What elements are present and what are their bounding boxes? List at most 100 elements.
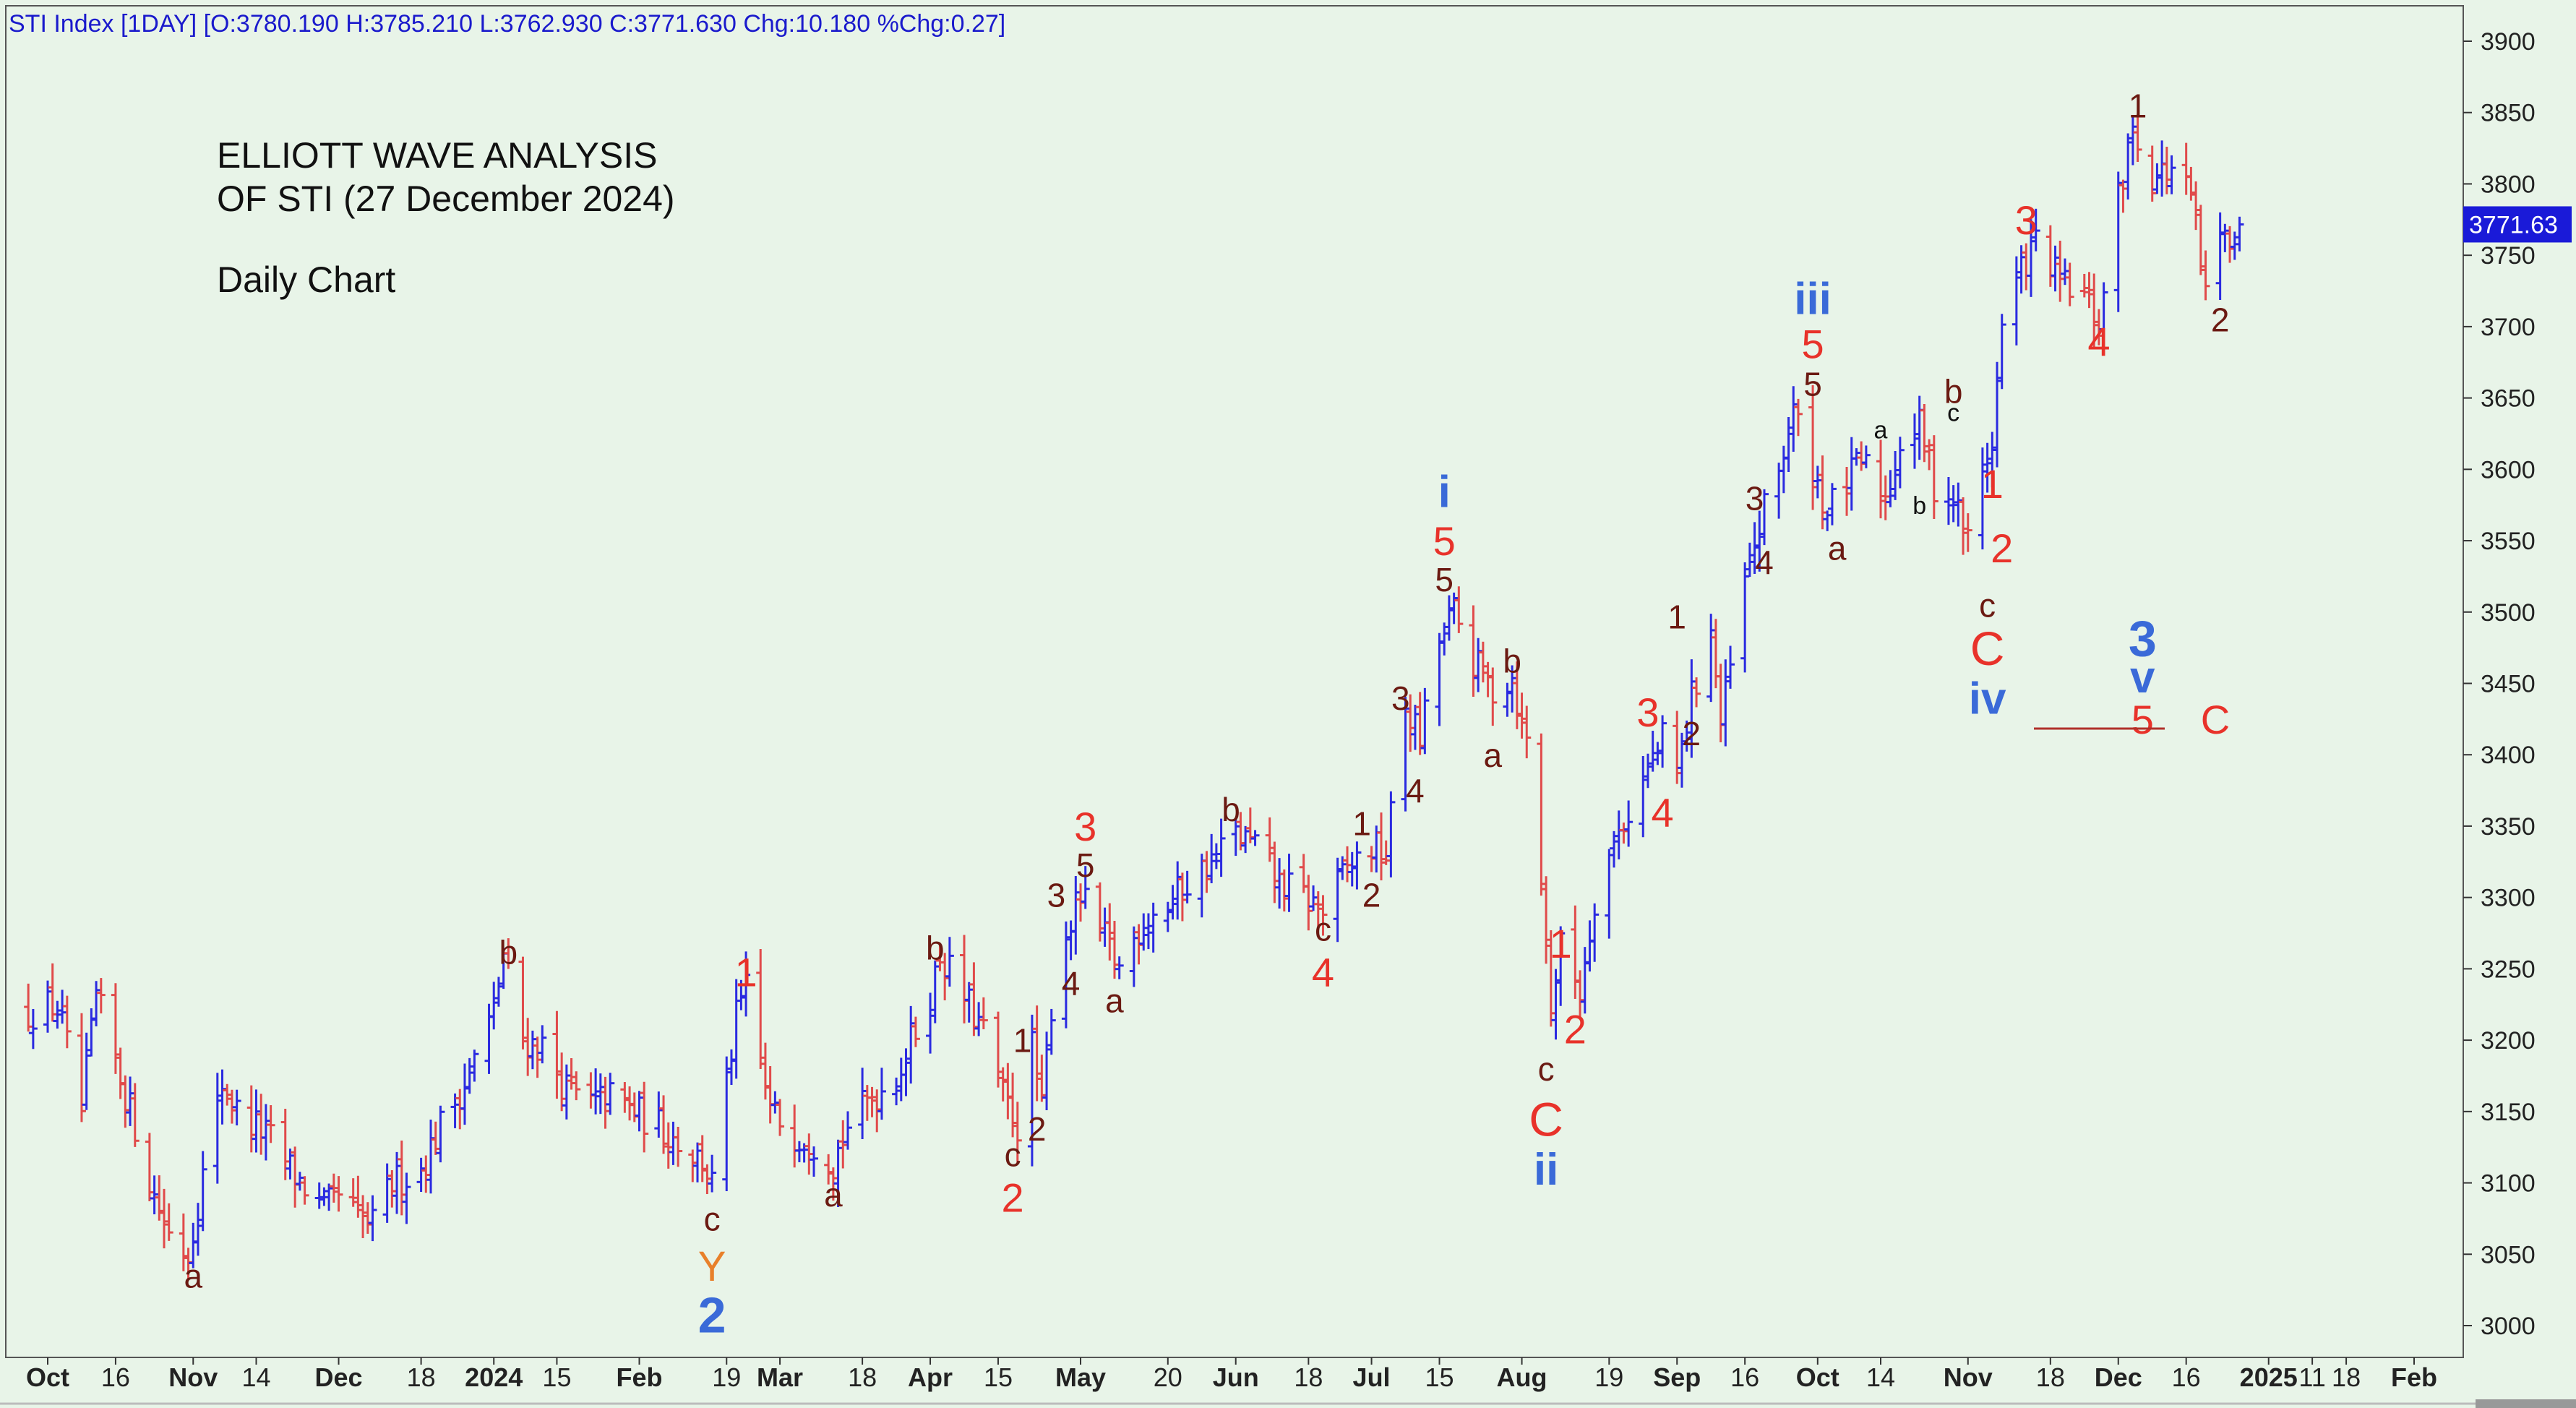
wave-label: 2	[1683, 715, 1701, 752]
wave-label: 3	[1391, 679, 1410, 717]
ohlc-bar	[2147, 145, 2157, 202]
x-tick-label: 15	[542, 1362, 571, 1392]
ohlc-bar	[2113, 171, 2123, 312]
ohlc-bar	[1522, 705, 1532, 759]
ohlc-bar	[353, 1175, 363, 1218]
wave-label: 5	[1076, 846, 1095, 884]
wave-label: c	[1979, 586, 1996, 624]
wave-label: 2	[1362, 876, 1381, 914]
ohlc-bar	[329, 1173, 338, 1203]
ohlc-bar	[1245, 807, 1255, 843]
ohlc-bar	[1808, 385, 1818, 510]
ohlc-bar	[1605, 849, 1614, 939]
ohlc-bar	[246, 1085, 256, 1153]
ohlc-bar	[2060, 258, 2069, 286]
wave-label: 1	[735, 949, 757, 995]
ohlc-bar	[266, 1105, 275, 1143]
x-tick-label: 20	[1154, 1362, 1182, 1392]
ohlc-bar	[1512, 661, 1521, 729]
ohlc-bar	[43, 980, 52, 1033]
wave-label: 1	[1981, 461, 2004, 507]
last-price-label: 3771.63	[2469, 211, 2558, 239]
wave-label: 5	[1802, 322, 1824, 367]
ohlc-bar	[1352, 841, 1362, 890]
ohlc-bar	[552, 1010, 562, 1099]
ohlc-bar	[111, 983, 120, 1074]
ohlc-bar	[1537, 733, 1546, 896]
title-line-1: ELLIOTT WAVE ANALYSIS	[217, 135, 657, 176]
wave-label: 3	[2015, 197, 2038, 243]
wave-label: a	[1828, 529, 1847, 567]
ohlc-bar	[1576, 970, 1585, 1019]
ohlc-bar	[1449, 592, 1459, 624]
ohlc-bar	[1270, 841, 1279, 903]
ohlc-bar	[1546, 930, 1555, 1027]
ohlc-bar	[1556, 926, 1566, 1006]
ohlc-bar	[1590, 903, 1600, 962]
ohlc-bar	[431, 1121, 440, 1155]
ohlc-bar	[1988, 432, 1997, 488]
ohlc-bar	[2167, 155, 2176, 194]
ohlc-bar	[828, 1167, 838, 1201]
ohlc-bar	[58, 990, 67, 1024]
ohlc-bar	[28, 1008, 38, 1049]
ohlc-bar	[1682, 720, 1691, 752]
ohlc-bar	[804, 1133, 814, 1175]
ohlc-bar	[280, 1108, 290, 1180]
ohlc-bar	[1236, 812, 1245, 851]
ohlc-bar	[62, 995, 72, 1049]
ohlc-bar	[1784, 416, 1793, 472]
wave-label: 2	[698, 1287, 726, 1343]
ohlc-bar	[688, 1149, 697, 1182]
ohlc-bar	[198, 1151, 207, 1232]
x-tick-label: 19	[712, 1362, 741, 1392]
ohlc-bar	[1963, 513, 1972, 552]
ohlc-bar	[1488, 667, 1498, 726]
x-tick-label: 16	[1730, 1362, 1759, 1392]
ohlc-bar	[1891, 451, 1900, 500]
ohlc-bar	[2012, 256, 2021, 345]
y-tick-label: 3050	[2481, 1241, 2536, 1269]
ohlc-bar	[2085, 272, 2094, 309]
y-tick-label: 3450	[2481, 671, 2536, 698]
ohlc-bar	[1818, 455, 1827, 530]
ohlc-bar	[940, 953, 950, 1001]
ohlc-bar	[1401, 697, 1410, 812]
ohlc-bar	[964, 982, 974, 1023]
ohlc-bar	[596, 1073, 605, 1115]
x-tick-label: 18	[848, 1362, 877, 1392]
ohlc-bar	[1692, 677, 1701, 708]
x-tick-label: Jul	[1353, 1362, 1391, 1392]
ohlc-bar	[314, 1182, 324, 1209]
ohlc-bar	[703, 1164, 712, 1195]
wave-label: b	[499, 933, 518, 971]
x-tick-label: Oct	[1796, 1362, 1839, 1392]
ohlc-bar	[2124, 133, 2133, 199]
ohlc-bar	[426, 1120, 436, 1194]
scroll-handle[interactable]	[2476, 1399, 2576, 1408]
x-tick-label: Feb	[2391, 1362, 2437, 1392]
ohlc-bar	[2026, 219, 2035, 297]
ohlc-bar	[2196, 205, 2205, 275]
wave-label: a	[184, 1257, 202, 1295]
ohlc-bar	[737, 979, 746, 1010]
ohlc-bar	[930, 960, 940, 1023]
wave-label: i	[1438, 467, 1451, 517]
x-tick-label: 14	[1866, 1362, 1895, 1392]
ohlc-bar	[53, 1000, 62, 1029]
ohlc-bar	[48, 963, 57, 1022]
ohlc-bar	[654, 1091, 664, 1138]
wave-label: 3	[1746, 479, 1764, 517]
ohlc-bar	[998, 1067, 1008, 1102]
ohlc-bar	[2235, 216, 2244, 252]
x-tick-label: 18	[1294, 1362, 1323, 1392]
ohlc-bar	[87, 1008, 96, 1057]
wave-label: a	[1105, 982, 1124, 1019]
wave-label: Y	[698, 1243, 726, 1290]
ohlc-bar	[1619, 823, 1628, 844]
ohlc-bar	[1109, 920, 1119, 979]
ohlc-bar	[1037, 1055, 1047, 1102]
ohlc-bar	[2094, 309, 2103, 345]
ohlc-bar	[2225, 226, 2235, 263]
x-tick-label: Apr	[908, 1362, 953, 1392]
